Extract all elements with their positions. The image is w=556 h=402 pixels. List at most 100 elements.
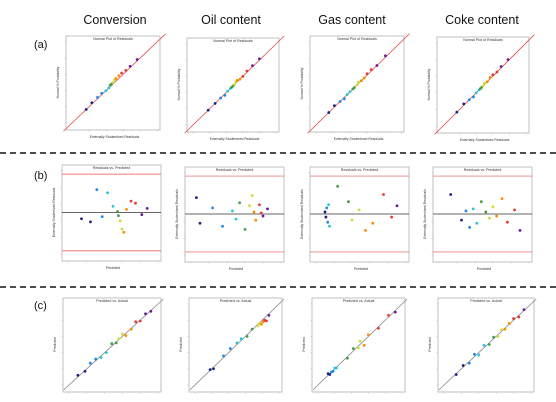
data-point [359, 340, 362, 343]
data-point [475, 222, 478, 225]
data-point [523, 308, 526, 311]
data-point [95, 188, 98, 191]
data-point [351, 219, 354, 222]
column-title-oil-content: Oil content [201, 13, 261, 27]
data-point [376, 64, 379, 67]
data-point [327, 203, 330, 206]
data-point [238, 201, 241, 204]
data-point [248, 204, 251, 207]
data-point [94, 358, 97, 361]
data-point [506, 221, 509, 224]
data-point [240, 337, 243, 340]
x-axis-label: Externally Studentized Residuals [334, 137, 384, 141]
data-point [253, 211, 256, 214]
data-point [222, 354, 225, 357]
panel--c--conversion: Predicted vs. Actual Predicted [53, 298, 163, 394]
data-point [214, 102, 217, 105]
data-point [115, 77, 118, 80]
plot-title: Residuals vs. Predicted [93, 166, 131, 170]
data-point [326, 221, 329, 224]
data-point [496, 71, 499, 74]
data-point [508, 322, 511, 325]
data-point [140, 213, 143, 216]
data-point [394, 311, 397, 314]
data-point [336, 185, 339, 188]
data-point [262, 215, 265, 218]
data-point [513, 209, 516, 212]
y-axis-label: Normal % Probability [177, 68, 181, 100]
column-title-conversion: Conversion [83, 13, 146, 27]
x-axis-label: Externally Studentized Residuals [90, 135, 140, 139]
data-point [483, 344, 486, 347]
data-point [121, 228, 124, 231]
data-point [254, 219, 257, 222]
data-point [144, 312, 147, 315]
x-axis-label: Predicted [229, 267, 243, 271]
data-point [112, 205, 115, 208]
data-point [483, 82, 486, 85]
plot-title: Residuals vs. Predicted [341, 168, 379, 172]
data-point [332, 370, 335, 373]
data-point [390, 216, 393, 219]
data-point [101, 215, 104, 218]
data-point [460, 219, 463, 222]
data-point [370, 68, 373, 71]
y-axis-label: Predicted [179, 337, 183, 351]
data-point [492, 336, 495, 339]
x-axis-label: Predicted [354, 267, 368, 271]
data-point [353, 86, 356, 89]
data-point [346, 93, 349, 96]
data-point [116, 210, 119, 213]
data-point [363, 77, 366, 80]
x-axis-label: Predicted [106, 266, 120, 270]
data-point [119, 219, 122, 222]
panel--a--coke-content: Normal Plot of Residuals Externally Stude… [427, 35, 534, 142]
data-point [105, 351, 108, 354]
data-point [266, 207, 269, 210]
panel--b--gas-content: Residuals vs. Predicted Predicted External… [300, 167, 409, 271]
data-point [500, 329, 503, 332]
data-point [236, 79, 239, 82]
plot-title: Predicted vs. Actual [220, 299, 252, 303]
data-point [325, 206, 328, 209]
data-point [343, 97, 346, 100]
panel--b--coke-content: Residuals vs. PredictedPredictedExternal… [423, 167, 532, 271]
data-point [100, 92, 103, 95]
data-point [455, 373, 458, 376]
plot-title: Residuals vs. Predicted [216, 168, 254, 172]
panel--c--oil-content: Predicted vs. Actual Predicted [179, 298, 284, 394]
data-point [251, 328, 254, 331]
data-point [346, 357, 349, 360]
plot-title: Predicted vs. Actual [96, 299, 128, 303]
data-point [384, 54, 387, 57]
data-point [357, 346, 360, 349]
data-point [195, 196, 198, 199]
data-point [501, 197, 504, 200]
data-point [475, 91, 478, 94]
data-point [473, 353, 476, 356]
plot-frame [310, 167, 409, 262]
data-point [115, 341, 118, 344]
plot-frame [433, 167, 532, 262]
row-label-b: (b) [34, 170, 47, 182]
data-point [85, 108, 88, 111]
data-point [486, 80, 489, 83]
x-axis-label: Externally Studentized Residuals [460, 138, 510, 142]
data-point [324, 211, 327, 214]
data-point [209, 368, 212, 371]
column-title-gas-content: Gas content [318, 13, 386, 27]
y-axis-label: Predicted [428, 337, 432, 351]
data-point [96, 96, 99, 99]
data-point [241, 75, 244, 78]
data-point [236, 341, 239, 344]
data-point [366, 72, 369, 75]
data-point [246, 335, 249, 338]
x-axis-label: Externally Studentized Residuals [210, 137, 260, 141]
data-point [335, 367, 338, 370]
data-point [110, 342, 113, 345]
plot-title: Normal Plot of Residuals [337, 37, 377, 41]
data-point [492, 205, 495, 208]
data-point [465, 210, 468, 213]
panel--c--gas-content: Predicted vs. Actual Predicted [302, 298, 407, 394]
